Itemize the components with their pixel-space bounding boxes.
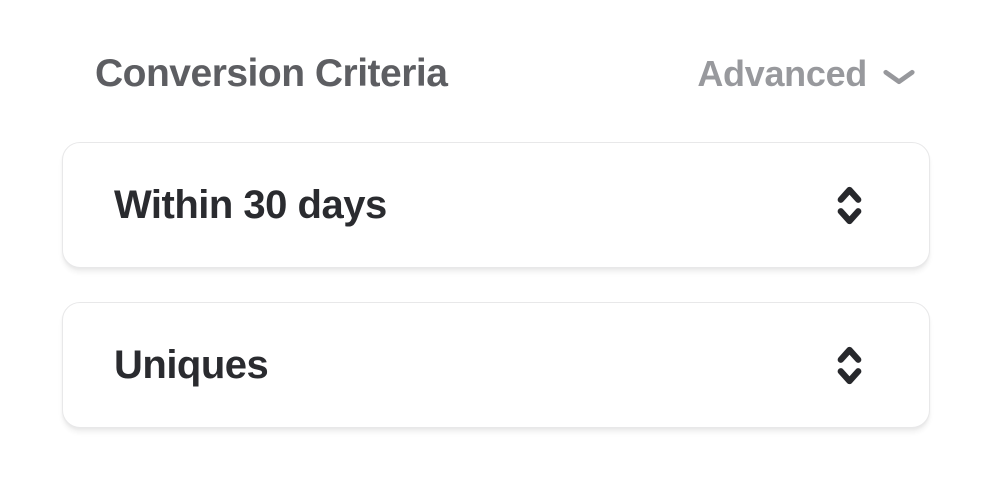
chevron-up-down-icon [834, 344, 865, 387]
conversion-counting-value: Uniques [114, 342, 269, 387]
chevron-down-icon [882, 63, 916, 86]
conversion-window-select[interactable]: Within 30 days [62, 142, 930, 268]
page-title: Conversion Criteria [95, 52, 448, 95]
advanced-label: Advanced [697, 53, 867, 94]
conversion-window-value: Within 30 days [114, 182, 387, 227]
conversion-criteria-panel: Conversion Criteria Advanced Within 30 d… [0, 48, 986, 490]
conversion-counting-select[interactable]: Uniques [62, 302, 930, 428]
advanced-toggle[interactable]: Advanced [697, 53, 916, 95]
panel-header: Conversion Criteria Advanced [95, 48, 916, 100]
chevron-up-down-icon [834, 184, 865, 227]
